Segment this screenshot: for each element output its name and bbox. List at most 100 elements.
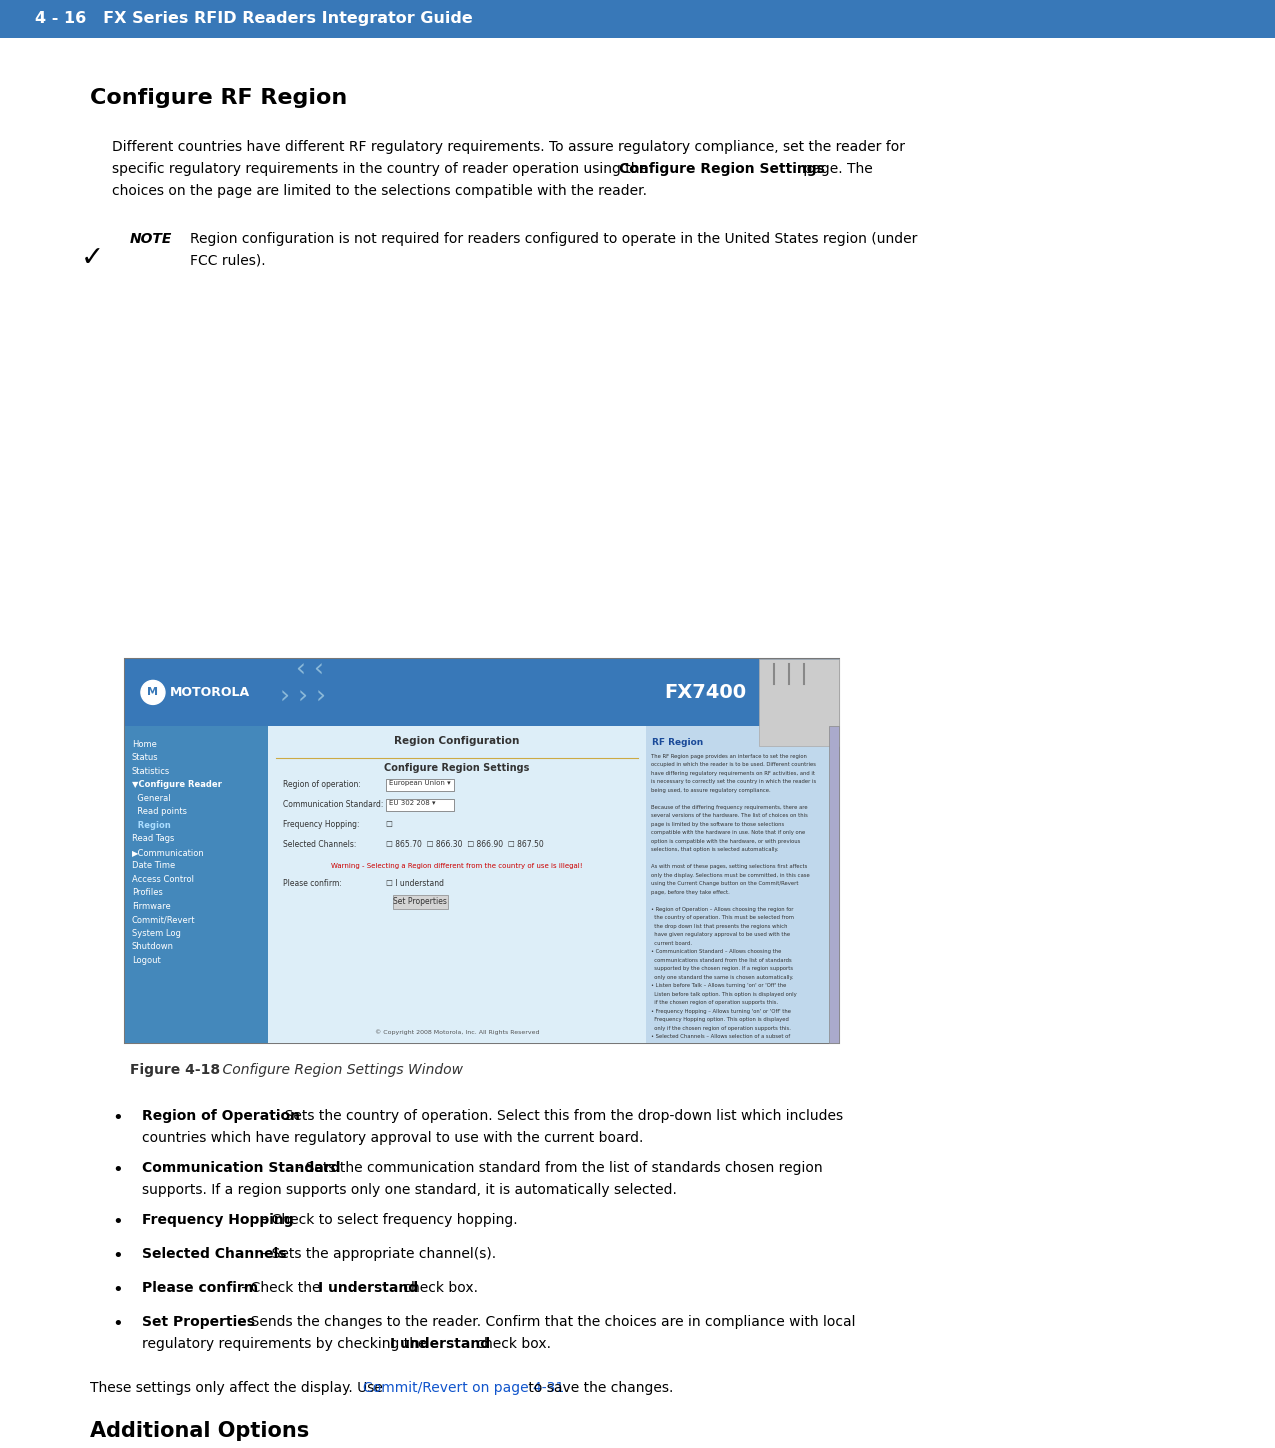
Text: Configure Region Settings Window: Configure Region Settings Window bbox=[205, 1063, 463, 1076]
Text: Date Time: Date Time bbox=[131, 862, 175, 870]
Text: compatible with the hardware in use. Note that if only one: compatible with the hardware in use. Not… bbox=[652, 831, 806, 835]
Text: Set Properties: Set Properties bbox=[393, 898, 446, 906]
Text: I understand: I understand bbox=[317, 1280, 418, 1295]
Text: MOTOROLA: MOTOROLA bbox=[170, 686, 250, 699]
Text: •: • bbox=[112, 1109, 124, 1127]
Text: Frequency Hopping: Frequency Hopping bbox=[142, 1212, 293, 1226]
Text: check box.: check box. bbox=[472, 1337, 551, 1351]
Text: RF Region: RF Region bbox=[653, 738, 704, 747]
Text: EU 302 208 ▾: EU 302 208 ▾ bbox=[389, 799, 435, 807]
Text: Read points: Read points bbox=[131, 808, 187, 817]
Text: Region of operation:: Region of operation: bbox=[283, 780, 361, 789]
FancyBboxPatch shape bbox=[393, 895, 448, 909]
Text: Access Control: Access Control bbox=[131, 875, 194, 883]
Text: page, before they take effect.: page, before they take effect. bbox=[652, 891, 729, 895]
Text: communications standard from the list of standards: communications standard from the list of… bbox=[652, 959, 792, 963]
Text: Status: Status bbox=[131, 753, 158, 763]
Text: Configure Region Settings: Configure Region Settings bbox=[618, 162, 825, 177]
Text: being used, to assure regulatory compliance.: being used, to assure regulatory complia… bbox=[652, 788, 771, 794]
FancyBboxPatch shape bbox=[386, 799, 454, 811]
Text: • Listen before Talk – Allows turning 'on' or 'Off' the: • Listen before Talk – Allows turning 'o… bbox=[652, 983, 787, 989]
FancyBboxPatch shape bbox=[646, 725, 839, 1043]
Text: ☐ 865.70  ☐ 866.30  ☐ 866.90  ☐ 867.50: ☐ 865.70 ☐ 866.30 ☐ 866.90 ☐ 867.50 bbox=[386, 840, 543, 849]
Text: • Communication Standard – Allows choosing the: • Communication Standard – Allows choosi… bbox=[652, 950, 782, 954]
Text: have differing regulatory requirements on RF activities, and it: have differing regulatory requirements o… bbox=[652, 770, 815, 776]
Text: Configure RF Region: Configure RF Region bbox=[91, 88, 347, 109]
Text: M: M bbox=[148, 688, 158, 698]
Text: Frequency Hopping:: Frequency Hopping: bbox=[283, 820, 360, 830]
Text: ☐ I understand: ☐ I understand bbox=[386, 879, 444, 888]
Text: Additional Options: Additional Options bbox=[91, 1420, 310, 1441]
Text: several versions of the hardware. The list of choices on this: several versions of the hardware. The li… bbox=[652, 814, 808, 818]
Text: Commit/Revert on page 4-31: Commit/Revert on page 4-31 bbox=[363, 1380, 564, 1394]
Text: Warning - Selecting a Region different from the country of use is illegal!: Warning - Selecting a Region different f… bbox=[332, 863, 583, 869]
Circle shape bbox=[142, 681, 164, 704]
Text: NOTE: NOTE bbox=[130, 232, 172, 246]
Text: - Sends the changes to the reader. Confirm that the choices are in compliance wi: - Sends the changes to the reader. Confi… bbox=[237, 1315, 856, 1329]
Text: choices on the page are limited to the selections compatible with the reader.: choices on the page are limited to the s… bbox=[112, 184, 646, 198]
Text: •: • bbox=[112, 1315, 124, 1332]
Text: - Sets the country of operation. Select this from the drop-down list which inclu: - Sets the country of operation. Select … bbox=[272, 1109, 843, 1122]
Text: •: • bbox=[112, 1247, 124, 1264]
Text: if the chosen region of operation supports this.: if the chosen region of operation suppor… bbox=[652, 1001, 778, 1005]
Text: Selected Channels: Selected Channels bbox=[142, 1247, 287, 1261]
FancyBboxPatch shape bbox=[829, 725, 839, 1043]
Text: check box.: check box. bbox=[399, 1280, 478, 1295]
Text: only if the chosen region of operation supports this.: only if the chosen region of operation s… bbox=[652, 1027, 790, 1031]
FancyBboxPatch shape bbox=[125, 659, 839, 725]
Text: Read Tags: Read Tags bbox=[131, 834, 175, 844]
Text: • Region of Operation – Allows choosing the region for: • Region of Operation – Allows choosing … bbox=[652, 906, 793, 912]
Text: Firmware: Firmware bbox=[131, 902, 171, 911]
Text: supported by the chosen region. If a region supports: supported by the chosen region. If a reg… bbox=[652, 966, 793, 972]
Text: As with most of these pages, setting selections first affects: As with most of these pages, setting sel… bbox=[652, 864, 807, 869]
Text: supports. If a region supports only one standard, it is automatically selected.: supports. If a region supports only one … bbox=[142, 1183, 677, 1196]
Text: The RF Region page provides an interface to set the region: The RF Region page provides an interface… bbox=[652, 754, 807, 759]
Text: Region: Region bbox=[131, 821, 171, 830]
Text: countries which have regulatory approval to use with the current board.: countries which have regulatory approval… bbox=[142, 1131, 644, 1144]
FancyBboxPatch shape bbox=[386, 779, 454, 791]
Text: Figure 4-18: Figure 4-18 bbox=[130, 1063, 221, 1076]
Text: •: • bbox=[112, 1280, 124, 1299]
Text: Commit/Revert: Commit/Revert bbox=[131, 915, 195, 924]
Text: Please confirm:: Please confirm: bbox=[283, 879, 342, 888]
FancyBboxPatch shape bbox=[268, 725, 646, 1043]
Text: Configure Region Settings: Configure Region Settings bbox=[384, 763, 529, 773]
Text: I understand: I understand bbox=[390, 1337, 490, 1351]
Text: Region configuration is not required for readers configured to operate in the Un: Region configuration is not required for… bbox=[190, 232, 918, 246]
Text: European Union ▾: European Union ▾ bbox=[389, 780, 450, 786]
Text: specific regulatory requirements in the country of reader operation using the: specific regulatory requirements in the … bbox=[112, 162, 653, 177]
Text: Communication Standard:: Communication Standard: bbox=[283, 799, 382, 809]
Text: only one standard the same is chosen automatically.: only one standard the same is chosen aut… bbox=[652, 975, 793, 980]
Text: FX7400: FX7400 bbox=[664, 683, 746, 702]
Text: is necessary to correctly set the country in which the reader is: is necessary to correctly set the countr… bbox=[652, 779, 816, 785]
Text: Region of Operation: Region of Operation bbox=[142, 1109, 300, 1122]
Text: ▼Configure Reader: ▼Configure Reader bbox=[131, 780, 222, 789]
Text: Set Properties: Set Properties bbox=[142, 1315, 255, 1329]
Text: only the display. Selections must be committed, in this case: only the display. Selections must be com… bbox=[652, 873, 810, 877]
Text: - Sets the appropriate channel(s).: - Sets the appropriate channel(s). bbox=[258, 1247, 496, 1261]
Text: These settings only affect the display. Use: These settings only affect the display. … bbox=[91, 1380, 388, 1394]
Text: - Sets the communication standard from the list of standards chosen region: - Sets the communication standard from t… bbox=[292, 1160, 822, 1174]
Text: Selected Channels:: Selected Channels: bbox=[283, 840, 356, 849]
Text: Shutdown: Shutdown bbox=[131, 943, 173, 951]
Text: 4 - 16   FX Series RFID Readers Integrator Guide: 4 - 16 FX Series RFID Readers Integrator… bbox=[34, 12, 473, 26]
Text: ✓: ✓ bbox=[80, 245, 103, 272]
Text: Statistics: Statistics bbox=[131, 767, 170, 776]
Text: Region Configuration: Region Configuration bbox=[394, 736, 520, 746]
FancyBboxPatch shape bbox=[125, 659, 839, 1043]
Text: Frequency Hopping option. This option is displayed: Frequency Hopping option. This option is… bbox=[652, 1018, 789, 1022]
Text: ☐: ☐ bbox=[386, 820, 393, 830]
Text: to save the changes.: to save the changes. bbox=[524, 1380, 673, 1394]
Text: ▶Communication: ▶Communication bbox=[131, 849, 205, 857]
Text: using the Current Change button on the Commit/Revert: using the Current Change button on the C… bbox=[652, 882, 798, 886]
Text: the drop down list that presents the regions which: the drop down list that presents the reg… bbox=[652, 924, 788, 930]
Text: - Check to select frequency hopping.: - Check to select frequency hopping. bbox=[258, 1212, 518, 1226]
Text: page is limited by the software to those selections: page is limited by the software to those… bbox=[652, 822, 784, 827]
Text: FCC rules).: FCC rules). bbox=[190, 253, 265, 268]
Text: option is compatible with the hardware, or with previous: option is compatible with the hardware, … bbox=[652, 838, 801, 844]
FancyBboxPatch shape bbox=[0, 0, 1275, 38]
Text: •: • bbox=[112, 1212, 124, 1231]
Text: occupied in which the reader is to be used. Different countries: occupied in which the reader is to be us… bbox=[652, 763, 816, 767]
Text: Profiles: Profiles bbox=[131, 889, 163, 898]
Text: •: • bbox=[112, 1160, 124, 1179]
